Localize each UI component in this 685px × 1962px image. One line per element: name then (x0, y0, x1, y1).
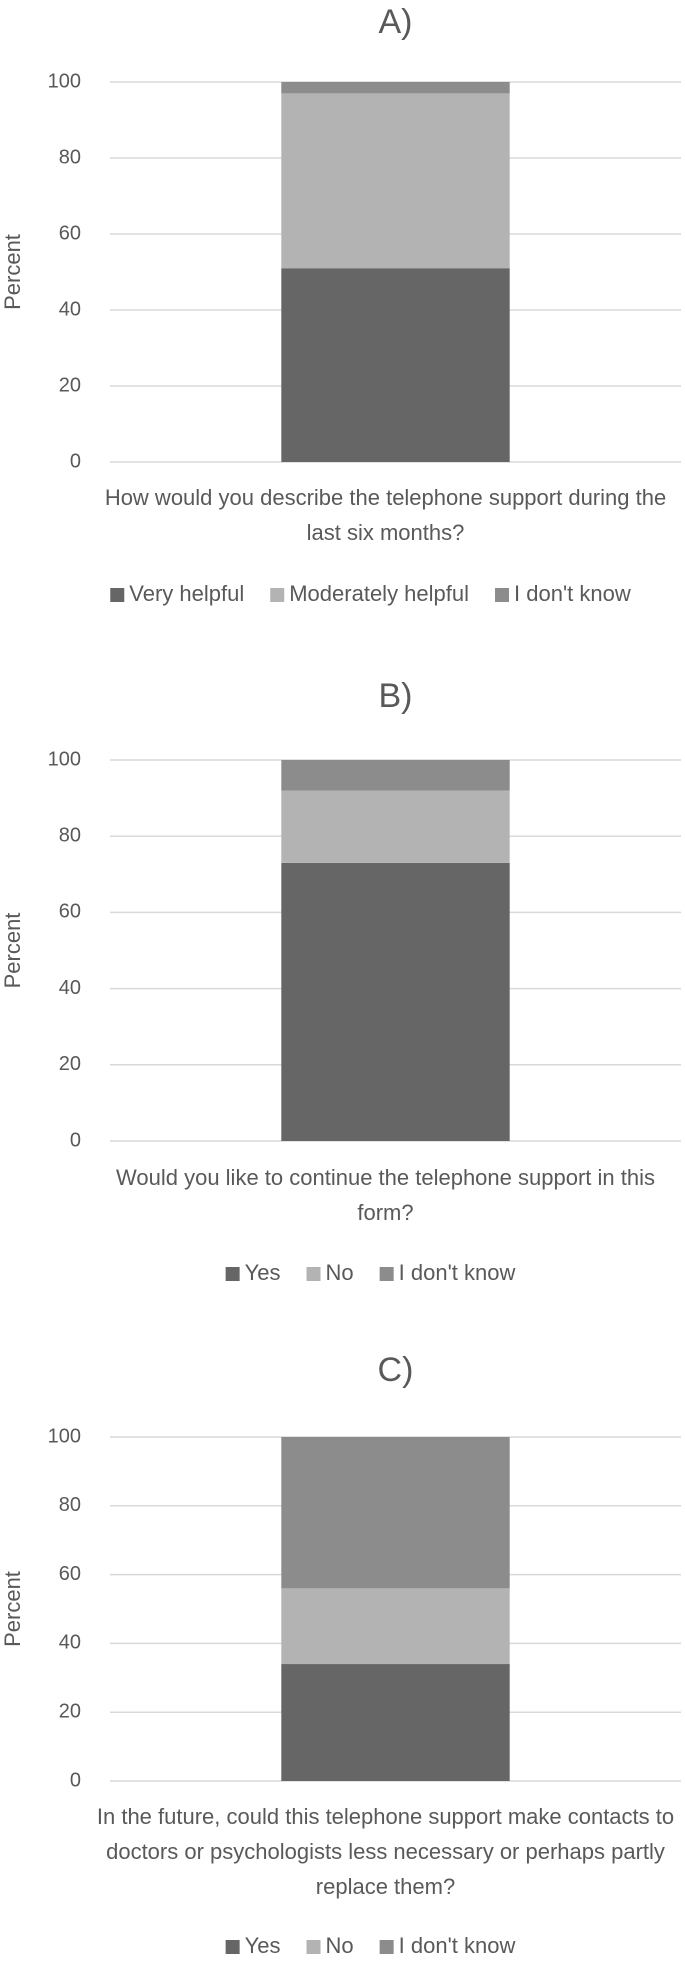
bar-segment (281, 1437, 510, 1589)
legend-label: No (326, 1933, 354, 1958)
chart-title: B) (379, 677, 413, 715)
bar-segment (281, 760, 510, 791)
y-tick-label: 80 (59, 1494, 81, 1516)
y-tick-label: 100 (48, 70, 81, 92)
x-category-label: How would you describe the telephone sup… (104, 485, 667, 545)
legend-swatch (225, 1940, 240, 1954)
legend-swatch (379, 1267, 394, 1281)
chart-title: A) (379, 3, 413, 41)
y-tick-label: 20 (59, 1700, 81, 1722)
legend-label: I don't know (514, 581, 631, 606)
y-tick-label: 80 (59, 146, 81, 168)
legend-label: Moderately helpful (289, 581, 469, 606)
legend-swatch (379, 1940, 394, 1954)
legend-swatch (110, 588, 125, 602)
bar-segment (281, 268, 510, 462)
y-tick-label: 60 (59, 901, 81, 923)
y-tick-label: 60 (59, 222, 81, 244)
y-tick-label: 40 (59, 977, 81, 999)
bar-segment (281, 1664, 510, 1781)
legend-label: Very helpful (129, 581, 244, 606)
y-tick-label: 0 (70, 1769, 81, 1791)
y-tick-label: 0 (70, 1129, 81, 1151)
bar-segment (281, 93, 510, 269)
y-tick-label: 40 (59, 1632, 81, 1654)
bar-segment (281, 1588, 510, 1665)
y-tick-label: 0 (70, 450, 81, 472)
y-tick-label: 40 (59, 298, 81, 320)
category-label-box: How would you describe the telephone sup… (104, 485, 667, 545)
x-category-label: In the future, could this telephone supp… (96, 1804, 675, 1899)
legend-label: Yes (245, 1933, 281, 1958)
y-tick-label: 100 (48, 1425, 81, 1447)
legend-label: I don't know (399, 1933, 516, 1958)
y-tick-label: 20 (59, 374, 81, 396)
chart: A) Percent 0 20 40 60 80 100 How would you descr… (0, 3, 681, 606)
legend-swatch (306, 1940, 321, 1954)
y-tick-label: 80 (59, 824, 81, 846)
category-label-box: Would you like to continue the telephone… (116, 1165, 655, 1225)
legend-label: No (326, 1260, 354, 1285)
legend-swatch (306, 1267, 321, 1281)
bar-segment (281, 790, 510, 863)
chart: B) Percent 0 20 40 60 80 100 Would you like to c… (0, 677, 681, 1285)
bar-segment (281, 862, 510, 1141)
legend: Very helpful Moderately helpful I don't kn… (110, 581, 631, 606)
x-category-label: Would you like to continue the telephone… (116, 1165, 655, 1225)
bar-segment (281, 82, 510, 94)
legend-label: Yes (245, 1260, 281, 1285)
legend-swatch (225, 1267, 240, 1281)
y-tick-label: 100 (48, 748, 81, 770)
legend-label: I don't know (399, 1260, 516, 1285)
y-axis-label: Percent (0, 1571, 25, 1647)
legend-swatch (270, 588, 285, 602)
chart-title: C) (378, 1351, 414, 1389)
chart: C) Percent 0 20 40 60 80 100 In the future, coul… (0, 1351, 681, 1958)
legend: Yes No I don't know (225, 1933, 516, 1958)
category-label-box: In the future, could this telephone supp… (96, 1804, 675, 1899)
y-tick-label: 60 (59, 1563, 81, 1585)
y-tick-label: 20 (59, 1053, 81, 1075)
legend-swatch (495, 588, 510, 602)
y-axis-label: Percent (0, 234, 25, 310)
y-axis-label: Percent (0, 913, 25, 989)
legend: Yes No I don't know (225, 1260, 516, 1285)
